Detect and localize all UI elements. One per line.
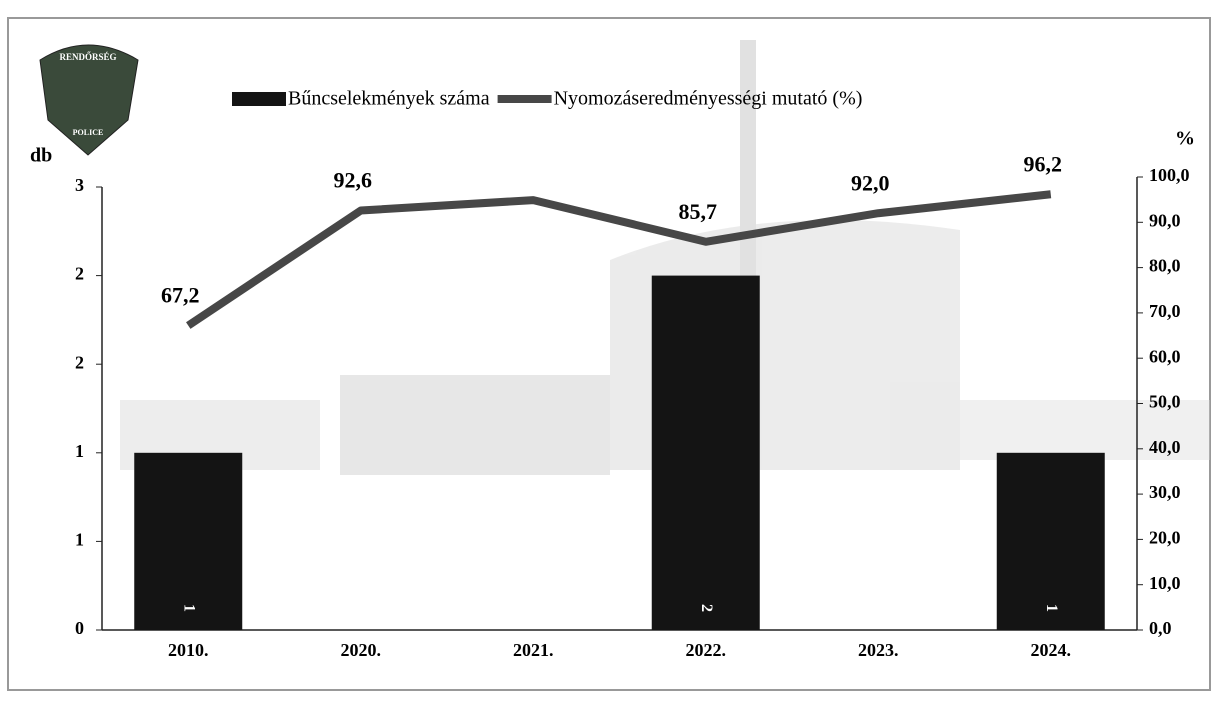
x-tick-label: 2021. (513, 640, 554, 660)
y2-tick-label: 80,0 (1149, 256, 1181, 276)
y2-tick-label: 70,0 (1149, 301, 1181, 321)
y-tick-label: 2 (75, 264, 84, 284)
y-tick-label: 3 (75, 175, 84, 195)
y2-tick-label: 10,0 (1149, 573, 1181, 593)
line (186, 190, 1052, 329)
line-value-label: 92,6 (334, 168, 373, 193)
x-tick-label: 2024. (1031, 640, 1072, 660)
line-value-label: 92,0 (851, 170, 890, 195)
line-value-label: 96,2 (1024, 151, 1063, 176)
bar-value-label: 1 (181, 604, 198, 612)
y2-tick-label: 0,0 (1149, 618, 1172, 638)
y-tick-label: 1 (75, 441, 84, 461)
y2-tick-label: 90,0 (1149, 210, 1181, 230)
legend-label: Bűncselekmények száma (288, 88, 490, 110)
bar (134, 452, 243, 630)
y2-tick-label: 30,0 (1149, 482, 1181, 502)
x-tick-label: 2020. (341, 640, 382, 660)
bar-value-label: 2 (698, 604, 715, 612)
x-tick-label: 2022. (686, 640, 727, 660)
y2-tick-label: 40,0 (1149, 437, 1181, 457)
logo: RENDŐRSÉG POLICE (39, 44, 139, 156)
line-value-label: 67,2 (161, 283, 200, 308)
y-tick-label: 1 (75, 530, 84, 550)
y2-tick-label: 60,0 (1149, 346, 1181, 366)
y2-tick-label: 100,0 (1149, 165, 1190, 185)
y2-axis-title: % (1175, 128, 1195, 150)
logo-bottom: POLICE (73, 128, 104, 137)
x-tick-label: 2010. (168, 640, 209, 660)
y-tick-label: 2 (75, 352, 84, 372)
y-tick-label: 0 (75, 618, 84, 638)
legend-label: Nyomozáseredményességi mutató (%) (554, 88, 863, 110)
legend-swatch (232, 92, 286, 106)
bar-value-label: 1 (1043, 604, 1060, 612)
y-axis-title: db (30, 145, 52, 167)
y2-tick-label: 20,0 (1149, 528, 1181, 548)
line-value-label: 85,7 (679, 199, 718, 224)
logo-top: RENDŐRSÉG (59, 52, 116, 62)
x-tick-label: 2023. (858, 640, 899, 660)
y2-tick-label: 50,0 (1149, 392, 1181, 412)
bar (651, 275, 760, 630)
bar (996, 452, 1105, 630)
